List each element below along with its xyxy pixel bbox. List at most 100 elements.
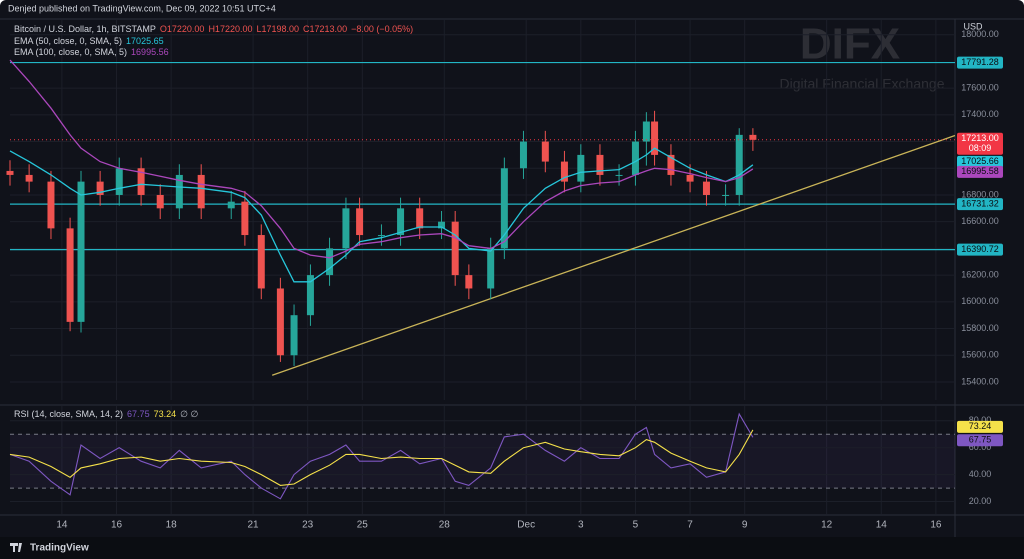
y-tick-label: 15400.00 — [961, 376, 999, 386]
level-label: 17791.28 — [961, 57, 999, 67]
candle-body — [519, 141, 527, 169]
symbol: Bitcoin / U.S. Dollar, 1h, BITSTAMP — [14, 24, 156, 34]
candle-body — [541, 141, 549, 162]
currency: USD — [963, 21, 983, 31]
x-tick-label: 12 — [821, 520, 833, 531]
rsi-title: RSI (14, close, SMA, 14, 2) — [14, 409, 123, 419]
candle-body — [306, 275, 314, 316]
candle-body — [667, 154, 675, 175]
x-tick-label: 5 — [633, 520, 639, 531]
candle-body — [356, 208, 364, 236]
published: Denjed published on TradingView.com, Dec… — [8, 3, 276, 13]
candle-body — [257, 235, 265, 289]
ema-label: 17025.66 — [961, 156, 999, 166]
rsi-line — [9, 429, 754, 486]
candle-body — [500, 168, 508, 249]
candle-body — [342, 208, 350, 249]
level-label-bg — [957, 198, 1003, 211]
candle-body — [326, 248, 334, 276]
candle-body — [686, 174, 694, 182]
candle-body — [642, 121, 650, 142]
candle-body — [77, 181, 85, 322]
candle-body — [156, 194, 164, 209]
candle-body — [290, 315, 298, 356]
candle-body — [487, 248, 495, 289]
candle-body — [137, 168, 145, 195]
x-tick-label: 7 — [687, 520, 693, 531]
last-price-bg — [957, 132, 1003, 155]
footer-bar — [0, 537, 1024, 559]
x-tick-label: 9 — [742, 520, 748, 531]
candle-body — [96, 181, 104, 195]
candle-body — [735, 134, 743, 195]
candle-body — [451, 221, 459, 276]
x-tick-label: 28 — [439, 520, 451, 531]
rsi-legend: RSI (14, close, SMA, 14, 2) 67.75 73.24 ∅ ∅ — [14, 409, 198, 419]
candle-body — [438, 221, 446, 229]
ema-label: 16995.58 — [961, 166, 999, 176]
candle-body — [66, 228, 74, 322]
rsi-label: 67.75 — [969, 435, 992, 445]
candle-body — [631, 141, 639, 175]
y-tick-label: 16600.00 — [961, 216, 999, 226]
trendline — [271, 134, 956, 376]
x-tick-label: 3 — [578, 520, 584, 531]
footer-icon — [10, 543, 22, 552]
ohlc-value: L17198.00 — [256, 24, 299, 34]
x-tick-label: 23 — [302, 520, 314, 531]
x-tick-label: 18 — [166, 520, 178, 531]
ohlc-value: C17213.00 — [303, 24, 347, 34]
rsi-value: 73.24 — [154, 409, 177, 419]
y-tick-label: 15600.00 — [961, 350, 999, 360]
watermark-sub: Digital Financial Exchange — [780, 76, 945, 92]
x-tick-label: 14 — [56, 520, 68, 531]
candle-body — [577, 154, 585, 182]
legend-name: EMA (100, close, 0, SMA, 5) — [14, 47, 127, 57]
rsi-label-bg — [957, 434, 1003, 447]
rsi-value: 67.75 — [127, 409, 150, 419]
legend-value: 17025.65 — [126, 36, 164, 46]
y-tick-label: 40.00 — [969, 469, 992, 479]
y-tick-label: 17600.00 — [961, 82, 999, 92]
legend-name: EMA (50, close, 0, SMA, 5) — [14, 36, 122, 46]
y-tick-label: 60.00 — [969, 442, 992, 452]
x-tick-label: 21 — [248, 520, 260, 531]
candle-body — [227, 201, 235, 209]
candle-body — [115, 168, 123, 195]
x-tick-label: 16 — [111, 520, 123, 531]
rsi-extra: ∅ ∅ — [180, 409, 198, 419]
watermark: DIFX — [800, 20, 900, 69]
x-tick-label: Dec — [517, 520, 535, 531]
candle-body — [416, 208, 424, 229]
x-tick-label: 16 — [930, 520, 942, 531]
x-tick-label: 25 — [357, 520, 369, 531]
y-tick-label: 15800.00 — [961, 323, 999, 333]
countdown: 08:09 — [969, 143, 992, 153]
candle-body — [25, 174, 33, 182]
y-tick-label: 16800.00 — [961, 189, 999, 199]
level-label: 16731.32 — [961, 199, 999, 209]
candle-body — [465, 275, 473, 289]
candle-body — [175, 174, 183, 209]
x-tick-label: 14 — [876, 520, 888, 531]
y-tick-label: 17400.00 — [961, 109, 999, 119]
y-tick-label: 20.00 — [969, 496, 992, 506]
legend-entry: EMA (100, close, 0, SMA, 5) 16995.56 — [14, 47, 169, 57]
candle-body — [560, 161, 568, 182]
candle-body — [377, 235, 385, 237]
ema-label-bg — [957, 165, 1003, 178]
candle-body — [651, 121, 659, 155]
legend-title: Bitcoin / U.S. Dollar, 1h, BITSTAMP O1722… — [14, 24, 413, 34]
candle-body — [276, 288, 284, 356]
last-price-label: 17213.00 — [961, 133, 999, 143]
rsi-label-bg — [957, 420, 1003, 433]
ema-line — [9, 59, 754, 259]
candle-body — [47, 181, 55, 229]
legend-value: 16995.56 — [131, 47, 169, 57]
ema-label-bg — [957, 155, 1003, 168]
candle-body — [596, 154, 604, 175]
rsi-line — [9, 412, 754, 500]
footer-logo: TradingView — [30, 543, 89, 554]
